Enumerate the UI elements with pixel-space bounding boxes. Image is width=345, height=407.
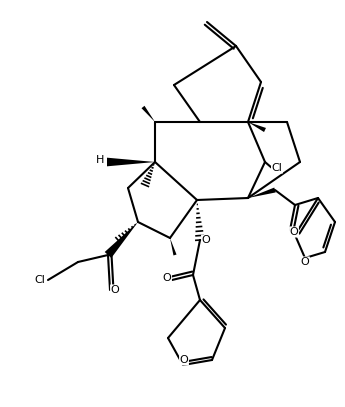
Text: O: O: [201, 235, 210, 245]
Polygon shape: [141, 106, 155, 122]
Polygon shape: [105, 222, 138, 258]
Text: O: O: [289, 227, 298, 237]
Polygon shape: [107, 158, 155, 166]
Text: O: O: [111, 285, 119, 295]
Text: O: O: [162, 273, 171, 283]
Text: Cl: Cl: [34, 275, 46, 285]
Text: Cl: Cl: [272, 163, 283, 173]
Polygon shape: [248, 122, 266, 132]
Text: H: H: [96, 155, 104, 165]
Polygon shape: [248, 188, 276, 198]
Text: O: O: [180, 355, 188, 365]
Text: O: O: [300, 257, 309, 267]
Polygon shape: [170, 238, 177, 256]
